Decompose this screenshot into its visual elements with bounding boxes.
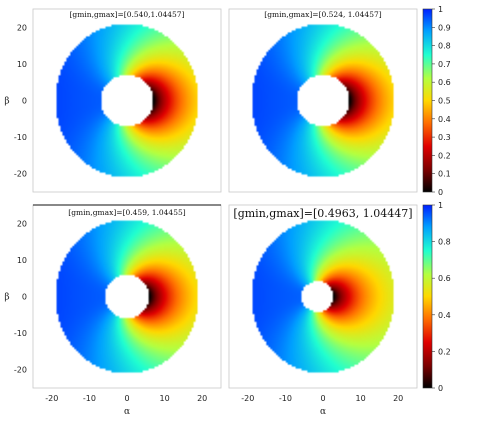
x-tick-label: -20: [241, 394, 254, 403]
y-tick-label: 20: [17, 23, 27, 32]
y-tick-label: -20: [14, 366, 27, 375]
y-tick-label: -20: [14, 170, 27, 179]
colorbar-gradient: [422, 204, 433, 389]
colorbar-tick-label: 1: [438, 5, 443, 14]
y-tick-label: 10: [17, 256, 27, 265]
colorbar-tick-label: 0.5: [438, 97, 451, 106]
colorbar-top: 1 0.9 0.8 0.7 0.6 0.5 0.4 0.3 0.2 0.1 0: [422, 5, 451, 197]
colorbar-tick-label: 0.6: [438, 274, 451, 283]
x-tick-label: 20: [197, 394, 207, 403]
panel-title: [gmin,gmax]=[0.540,1.04457]: [70, 10, 185, 19]
y-tick-label: -10: [14, 133, 27, 142]
colorbar-tick-label: 0: [438, 188, 443, 197]
colorbar-tick-label: 0.6: [438, 78, 451, 87]
x-tick-label: 20: [393, 394, 403, 403]
colorbar-tick-label: 0.2: [438, 151, 451, 160]
y-tick-label: 20: [17, 219, 27, 228]
x-tick-label: 10: [160, 394, 170, 403]
x-tick-label: 0: [124, 394, 129, 403]
panel-2: [gmin,gmax]=[0.524, 1.04457]: [228, 8, 418, 193]
x-axis-label: α: [320, 407, 326, 417]
colorbar-tick-label: 0.2: [438, 347, 451, 356]
panel-title: [gmin,gmax]=[0.459, 1.04455]: [68, 208, 185, 217]
panel-1: [gmin,gmax]=[0.540,1.04457] 20 10 0 -10 -20 β: [4, 8, 222, 193]
colorbar-tick-label: 0.3: [438, 133, 451, 142]
y-tick-label: 10: [17, 60, 27, 69]
heatmap-field: [33, 205, 221, 388]
colorbar-layer: 1 0.9 0.8 0.7 0.6 0.5 0.4 0.3 0.2 0.1 0 1 0.8 0.6 0.4 0…: [422, 5, 451, 393]
colorbar-tick-label: 0.4: [438, 311, 451, 320]
heatmap-field: [229, 205, 417, 388]
x-axis-label: α: [124, 407, 130, 417]
y-tick-label: 0: [22, 97, 27, 106]
colorbar-tick-label: 1: [438, 201, 443, 210]
x-tick-label: -10: [279, 394, 292, 403]
colorbar-tick-label: 0.8: [438, 238, 451, 247]
y-tick-label: 0: [22, 293, 27, 302]
x-tick-label: 10: [356, 394, 366, 403]
heatmap-field: [229, 9, 417, 192]
colorbar-gradient: [422, 8, 433, 193]
panel-title: [gmin,gmax]=[0.4963, 1.04447]: [233, 207, 412, 220]
colorbar-bottom: 1 0.8 0.6 0.4 0.2 0: [422, 201, 451, 393]
panel-4: [gmin,gmax]=[0.4963, 1.04447] -20 -10 0 10 20…: [228, 204, 418, 417]
colorbar-tick-label: 0.7: [438, 60, 451, 69]
y-axis-label: β: [4, 293, 9, 303]
colorbar-tick-label: 0.9: [438, 23, 451, 32]
colorbar-tick-label: 0.8: [438, 42, 451, 51]
colorbar-tick-label: 0.4: [438, 115, 451, 124]
y-tick-label: -10: [14, 329, 27, 338]
x-tick-label: 0: [320, 394, 325, 403]
panel-layer: [gmin,gmax]=[0.540,1.04457]20100-10-20β[…: [4, 8, 418, 417]
panel-3: [gmin,gmax]=[0.459, 1.04455] 20 10 0 -10 -20 β…: [4, 204, 222, 417]
colorbar-tick-label: 0: [438, 384, 443, 393]
colorbar-tick-label: 0.1: [438, 170, 451, 179]
heatmap-field: [33, 9, 221, 192]
x-tick-label: -20: [45, 394, 58, 403]
panel-title: [gmin,gmax]=[0.524, 1.04457]: [264, 10, 381, 19]
x-tick-label: -10: [83, 394, 96, 403]
y-axis-label: β: [4, 97, 9, 107]
